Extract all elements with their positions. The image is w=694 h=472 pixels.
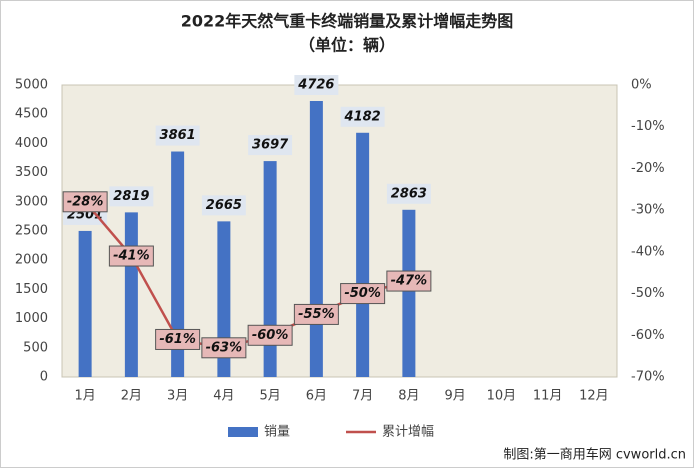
y-tick-label: 1500 [15,282,48,297]
legend-swatch [228,427,258,437]
chart-subtitle: （单位：辆） [299,36,395,55]
value-label-box [155,125,200,146]
value-label: -60% [252,328,289,343]
value-label: -50% [344,286,381,301]
value-label: 3697 [252,138,289,153]
value-label-box [155,328,201,350]
value-label: -47% [391,274,428,289]
value-label: 4726 [297,78,334,93]
y-tick-label: 4000 [15,136,48,151]
y-tick-label: 2500 [15,224,48,239]
legend-label: 销量 [264,425,290,440]
x-tick-label: 12月 [579,389,609,404]
bar [124,212,138,377]
source: 制图:第一商用车网 cvworld.cn [503,447,686,463]
x-tick-label: 1月 [74,389,95,404]
y-tick-label: 1000 [15,311,48,326]
value-label: -61% [159,332,196,347]
value-label: -63% [206,340,243,355]
x-tick-label: 10月 [487,389,517,404]
value-label-box [386,183,431,204]
value-label: 2863 [391,186,427,201]
chart-title: 2022年天然气重卡终端销量及累计增幅走势图 [181,12,514,31]
bar [402,209,416,377]
x-tick-label: 7月 [352,389,373,404]
y-tick-label: 5000 [15,78,48,93]
y2-tick-label: 0% [631,78,652,93]
value-label: -55% [298,307,335,322]
y-tick-label: 2000 [15,253,48,268]
y-tick-label: 500 [23,340,48,355]
y2-tick-label: -40% [631,244,665,259]
value-label: -28% [67,194,104,209]
x-tick-label: 4月 [213,389,234,404]
y2-tick-label: -70% [631,370,665,385]
value-label-box [340,106,385,127]
value-label: 3861 [160,128,196,143]
y-tick-label: 4500 [15,107,48,122]
bar [356,132,370,377]
value-label: 2665 [206,198,242,213]
plot-area [61,84,618,378]
bar [263,161,277,377]
y-tick-label: 3500 [15,165,48,180]
value-label: -41% [113,249,150,264]
y2-tick-label: -20% [631,161,665,176]
x-tick-label: 6月 [306,389,327,404]
bar [309,101,323,378]
legend-label: 累计增幅 [382,425,434,440]
value-label-box [247,324,293,346]
x-tick-label: 9月 [444,389,465,404]
y-tick-label: 3000 [15,194,48,209]
value-label-box [294,75,339,96]
y2-tick-label: -60% [631,328,665,343]
value-label-box [201,195,246,216]
x-tick-label: 5月 [259,389,280,404]
y2-tick-label: -10% [631,119,665,134]
value-label: 4182 [344,109,381,124]
x-tick-label: 11月 [533,389,563,404]
y2-tick-label: -50% [631,286,665,301]
value-label-box [201,337,247,359]
bar [78,230,92,377]
bar [171,151,185,377]
y-tick-label: 0 [40,370,48,385]
x-tick-label: 2月 [121,389,142,404]
value-label-box [109,186,154,207]
x-tick-label: 3月 [167,389,188,404]
value-label-box [386,270,432,292]
value-label-box [293,303,339,325]
value-label-box [248,135,293,156]
value-label: 2819 [113,189,149,204]
value-label-box [340,283,386,305]
y2-tick-label: -30% [631,203,665,218]
value-label-box [62,191,108,213]
value-label-box [108,245,154,267]
x-tick-label: 8月 [398,389,419,404]
